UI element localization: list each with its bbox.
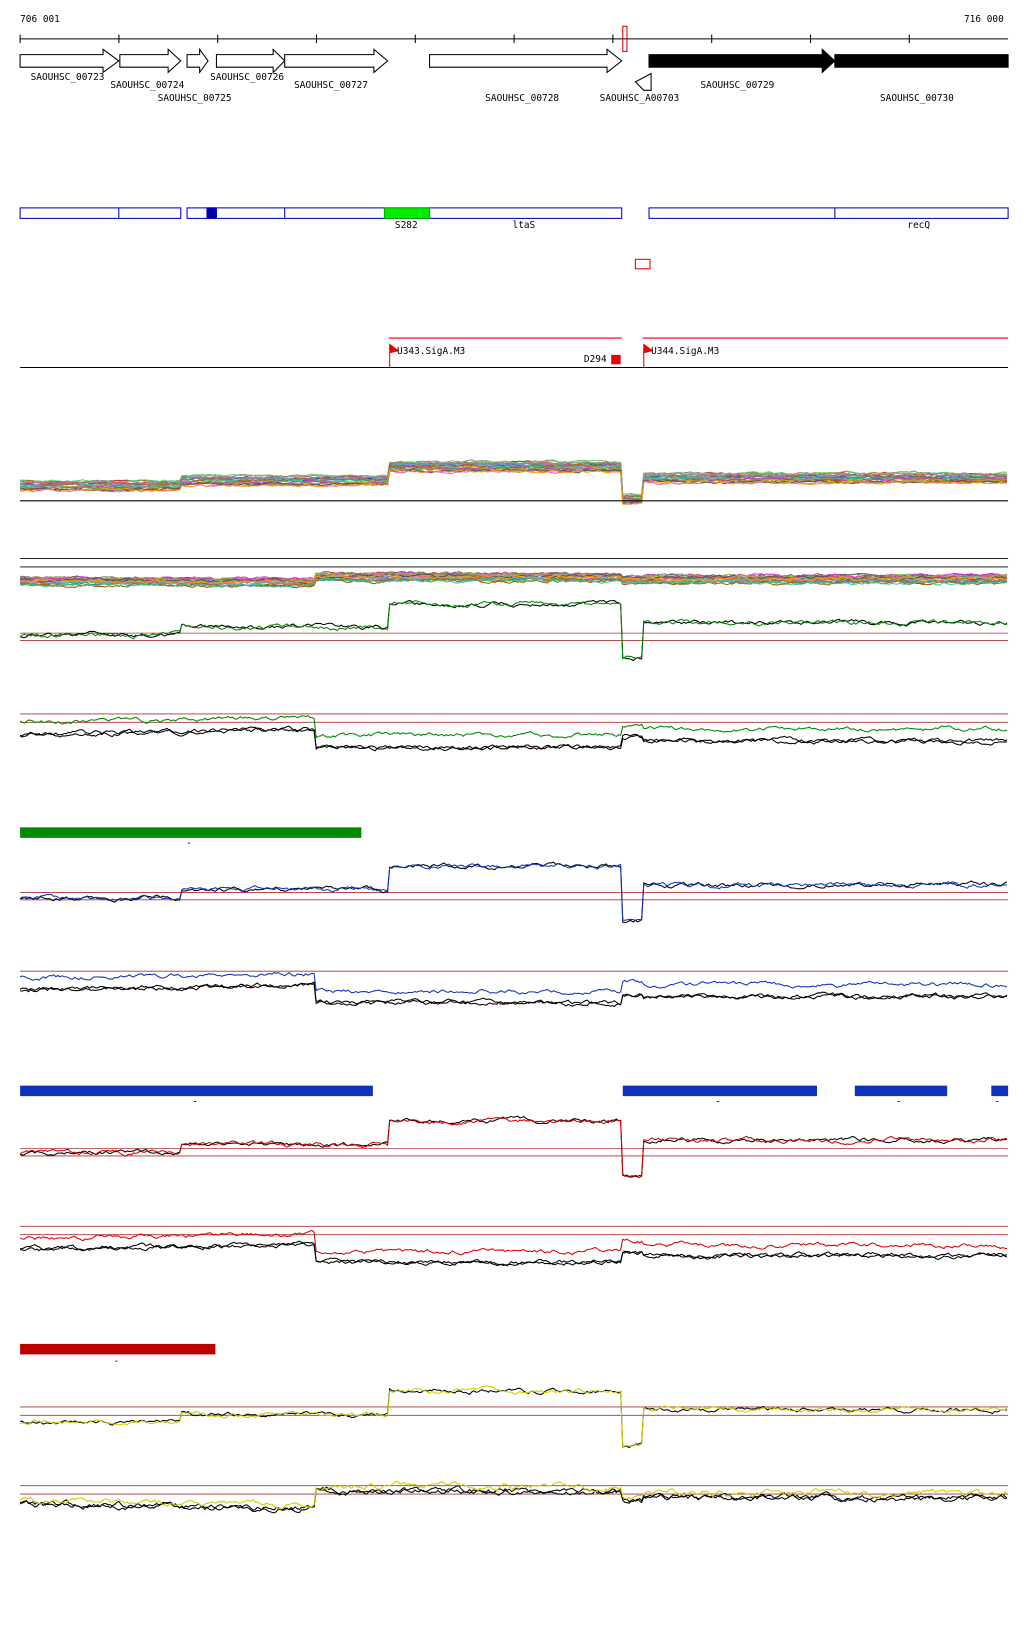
signal-line <box>20 469 1008 505</box>
signal-line <box>20 462 1008 500</box>
segment-bar <box>20 827 362 838</box>
gene-label: SAOUHSC_00727 <box>294 80 368 91</box>
signal-line <box>19 863 1008 921</box>
segment-mark: - <box>186 838 192 849</box>
signal-line <box>20 861 1008 924</box>
signal-line <box>19 1117 1008 1179</box>
signal-line <box>20 574 1008 585</box>
segment-bar <box>622 1085 818 1097</box>
site-label: D294 <box>584 354 607 365</box>
feature-label: recQ <box>907 220 930 231</box>
ruler-end: 716 000 <box>964 14 1004 25</box>
sites <box>20 337 1009 369</box>
signal-line <box>19 971 1008 996</box>
signal-line <box>20 726 1008 752</box>
segment-mark: - <box>114 1356 120 1367</box>
signal-line <box>19 577 1008 588</box>
segment-bar <box>20 1343 216 1355</box>
gene-label: SAOUHSC_00726 <box>210 72 284 83</box>
signal-line <box>20 981 1008 1008</box>
feature-label: S282 <box>395 220 418 231</box>
signal-line <box>20 1242 1008 1266</box>
segment-bar <box>991 1085 1009 1097</box>
signal-line <box>20 1387 1008 1449</box>
signal-line <box>19 725 1008 751</box>
signal-line <box>19 1480 1008 1510</box>
red-box <box>634 258 651 270</box>
gene-label: SAOUHSC_00730 <box>880 93 954 104</box>
feature-boxes <box>19 207 1009 219</box>
position-marker <box>622 25 628 52</box>
segment-bar <box>20 1085 373 1097</box>
signal-line <box>19 715 1008 739</box>
signal-line <box>19 571 1008 583</box>
feature-label: ltaS <box>513 220 536 231</box>
signal-line <box>19 1385 1008 1449</box>
site-label: U343.SigA.M3 <box>397 346 465 357</box>
gene-label: SAOUHSC_00729 <box>700 80 774 91</box>
signal-line <box>20 1240 1008 1267</box>
gene-label: SAOUHSC_00728 <box>485 93 559 104</box>
segment-bar <box>854 1085 948 1097</box>
signal-line <box>19 1486 1008 1514</box>
segment-mark: - <box>994 1097 1000 1108</box>
gene-label: SAOUHSC_00723 <box>31 72 105 83</box>
signal-line <box>19 982 1008 1007</box>
gene-arrows <box>19 47 1009 91</box>
gene-label: SAOUHSC_00724 <box>110 80 184 91</box>
site-label: U344.SigA.M3 <box>651 346 719 357</box>
gene-label: SAOUHSC_A00703 <box>600 93 680 104</box>
segment-mark: - <box>192 1097 198 1108</box>
signal-line <box>20 465 1008 503</box>
segment-mark: - <box>896 1097 902 1108</box>
gene-label: SAOUHSC_00725 <box>158 93 232 104</box>
ruler-start: 706 001 <box>20 14 60 25</box>
signal-line <box>19 1229 1008 1256</box>
signal-line <box>19 599 1008 662</box>
signal-line <box>19 1115 1008 1178</box>
segment-mark: - <box>715 1097 721 1108</box>
signal-line <box>19 600 1008 660</box>
